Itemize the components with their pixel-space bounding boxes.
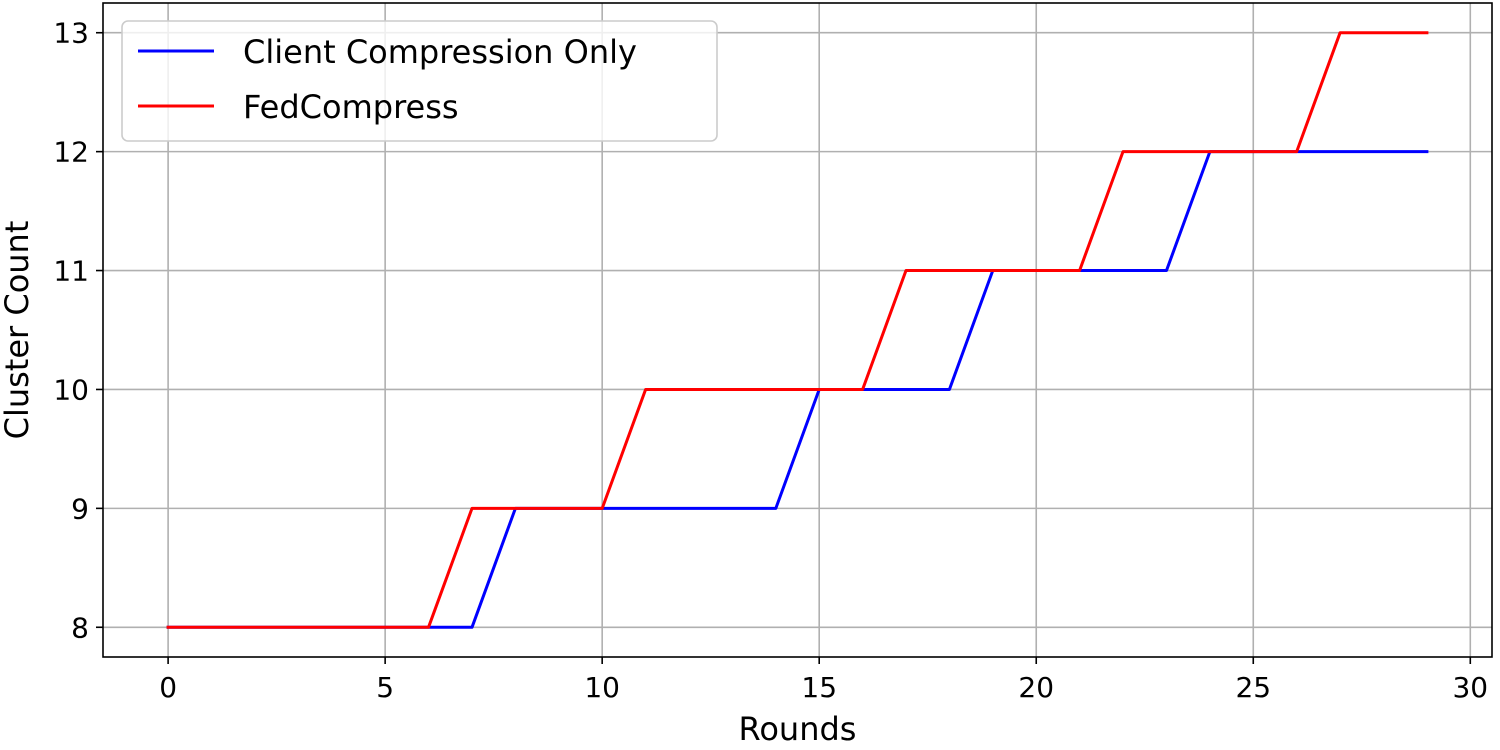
x-tick-label: 10 — [584, 671, 620, 704]
x-tick-label: 0 — [159, 671, 177, 704]
y-tick-label: 12 — [53, 136, 89, 169]
x-tick-label: 5 — [376, 671, 394, 704]
x-tick-label: 30 — [1452, 671, 1488, 704]
y-tick-label: 10 — [53, 373, 89, 406]
legend-box — [121, 20, 718, 142]
grid-lines — [103, 3, 1492, 657]
x-tick-label: 25 — [1235, 671, 1271, 704]
y-tick-label: 8 — [71, 611, 89, 644]
legend: Client Compression Only FedCompress — [121, 20, 718, 142]
x-axis-label: Rounds — [739, 710, 857, 748]
y-tick-label: 11 — [53, 255, 89, 288]
series-lines — [166, 31, 1429, 629]
axis-ticks: 0 5 10 15 20 25 30 8 9 10 11 12 13 — [53, 17, 1488, 704]
legend-label-1: Client Compression Only — [243, 33, 637, 71]
legend-label-2: FedCompress — [243, 88, 459, 126]
x-tick-label: 20 — [1018, 671, 1054, 704]
y-tick-label: 9 — [71, 492, 89, 525]
plot-area-frame — [102, 2, 1493, 658]
series-line-2 — [166, 31, 1429, 629]
x-tick-label: 15 — [801, 671, 837, 704]
y-axis-label: Cluster Count — [0, 221, 36, 440]
y-tick-label: 13 — [53, 17, 89, 50]
